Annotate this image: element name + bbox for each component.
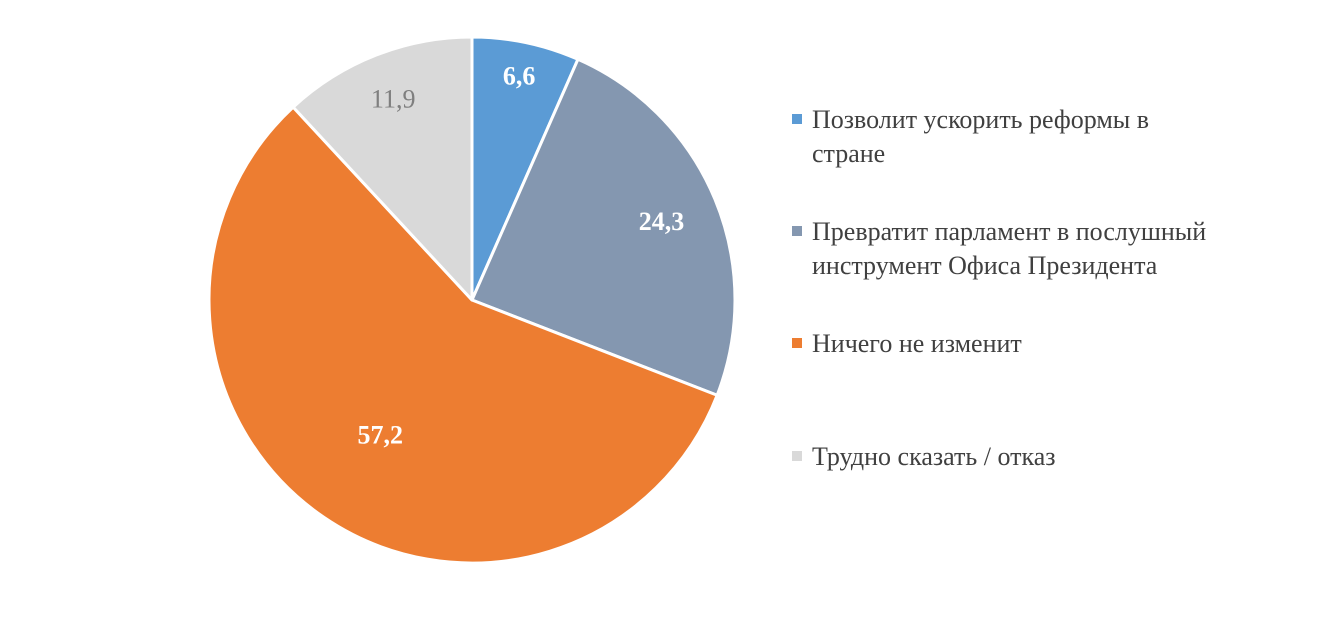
pie-slice-parliament [470,57,737,397]
legend-label-hard-to-say: Трудно сказать / отказ [812,442,1056,471]
chart-legend: Позволит ускорить реформы в стране Превр… [792,0,1312,623]
legend-swatch-parliament [792,226,802,236]
pie-slice-reforms [470,35,580,302]
legend-item-reforms: Позволит ускорить реформы в стране [792,103,1312,171]
pie-slice-hard-to-say [291,35,474,302]
data-label-parliament: 24,3 [639,207,685,236]
pie-plot: 6,6 24,3 57,2 11,9 [207,35,737,565]
legend-label-reforms: Позволит ускорить реформы в стране [812,105,1150,168]
legend-swatch-reforms [792,114,802,124]
legend-swatch-hard-to-say [792,451,802,461]
pie-data-labels: 6,6 24,3 57,2 11,9 [358,62,685,450]
legend-item-parliament: Превратит парламент в послушный инструме… [792,215,1312,283]
data-label-nothing: 57,2 [358,420,404,449]
pie-slice-nothing [207,105,719,565]
legend-label-nothing: Ничего не изменит [812,329,1022,358]
legend-label-parliament: Превратит парламент в послушный инструме… [812,217,1207,280]
data-label-hard-to-say: 11,9 [371,85,416,114]
legend-item-hard-to-say: Трудно сказать / отказ [792,440,1312,474]
pie-slices [207,35,737,565]
data-label-reforms: 6,6 [503,62,536,91]
legend-swatch-nothing [792,338,802,348]
legend-item-nothing: Ничего не изменит [792,327,1312,361]
